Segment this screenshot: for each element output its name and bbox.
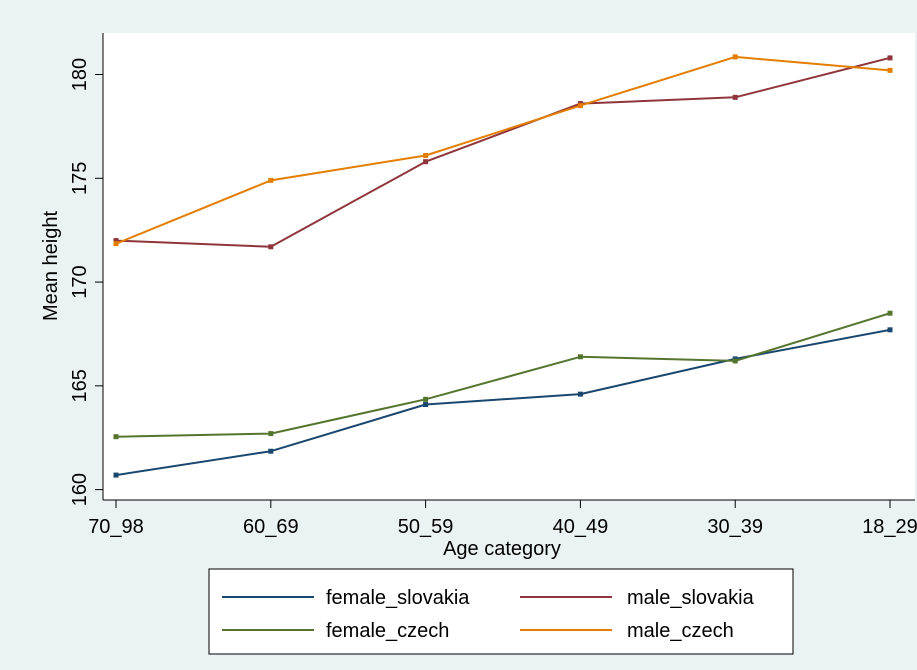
y-tick-label-160: 160	[69, 473, 91, 506]
point-female_czech-30_39	[732, 358, 738, 364]
point-female_czech-60_69	[268, 431, 274, 437]
point-male_czech-30_39	[732, 54, 738, 60]
point-male_slovakia-30_39	[732, 94, 738, 100]
y-ticks: 160 165 170 175 180	[69, 58, 103, 506]
x-axis-title: Age category	[443, 538, 561, 560]
point-female_czech-70_98	[113, 434, 119, 440]
plot-area	[103, 33, 915, 500]
point-female_slovakia-18_29	[887, 327, 893, 333]
x-tick-label-40_49: 40_49	[553, 516, 609, 538]
series-layer	[113, 54, 893, 478]
series-line-male_slovakia	[115, 56, 891, 248]
point-male_slovakia-60_69	[268, 244, 274, 250]
y-tick-label-170: 170	[69, 265, 91, 298]
point-male_slovakia-50_59	[423, 159, 429, 165]
point-female_slovakia-60_69	[268, 448, 274, 454]
point-female_slovakia-50_59	[423, 402, 429, 408]
point-male_slovakia-70_98	[113, 238, 119, 244]
x-tick-label-18_29: 18_29	[862, 516, 917, 538]
point-male_slovakia-18_29	[887, 55, 893, 61]
point-female_slovakia-70_98	[113, 472, 119, 478]
point-female_czech-50_59	[423, 396, 429, 402]
x-ticks: 70_98 60_69 50_59 40_49 30_39 18_29	[88, 500, 917, 538]
point-male_czech-70_98	[113, 241, 119, 247]
y-tick-label-165: 165	[69, 369, 91, 402]
x-tick-label-70_98: 70_98	[88, 516, 144, 538]
series-line-female_slovakia	[115, 328, 891, 477]
x-tick-label-50_59: 50_59	[398, 516, 454, 538]
point-female_czech-18_29	[887, 310, 893, 316]
y-tick-label-180: 180	[69, 58, 91, 91]
x-tick-label-30_39: 30_39	[707, 516, 763, 538]
legend-label-male_slovakia: male_slovakia	[627, 587, 755, 609]
point-male_czech-60_69	[268, 177, 274, 183]
legend-box	[208, 568, 794, 655]
point-male_czech-50_59	[423, 152, 429, 158]
legend-label-female_slovakia: female_slovakia	[326, 587, 470, 609]
point-male_czech-18_29	[887, 67, 893, 73]
point-female_slovakia-40_49	[577, 391, 583, 397]
legend: female_slovakia male_slovakia female_czech…	[222, 587, 755, 642]
series-line-female_czech	[115, 312, 891, 438]
point-male_czech-40_49	[577, 103, 583, 109]
y-axis-title: Mean height	[40, 211, 62, 322]
y-tick-label-175: 175	[69, 162, 91, 195]
point-female_czech-40_49	[577, 354, 583, 360]
legend-label-male_czech: male_czech	[627, 620, 734, 642]
series-line-male_czech	[115, 55, 891, 245]
legend-label-female_czech: female_czech	[326, 620, 449, 642]
x-tick-label-60_69: 60_69	[243, 516, 299, 538]
